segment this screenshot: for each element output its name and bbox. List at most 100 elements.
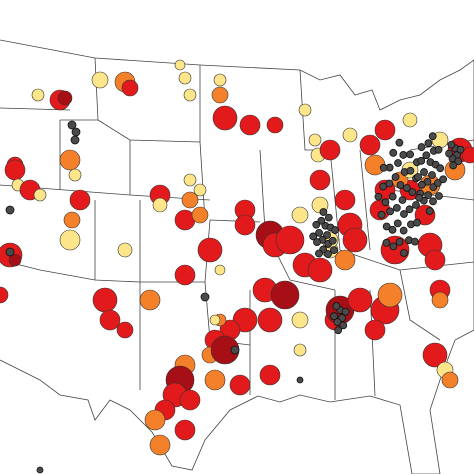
- site-dot: [428, 171, 436, 179]
- site-dot: [445, 149, 453, 158]
- site-dot: [428, 132, 437, 141]
- site-dot: [394, 159, 402, 167]
- site-circle: [204, 369, 226, 391]
- site-dot: [313, 238, 321, 246]
- site-circle: [8, 253, 22, 267]
- site-circle: [212, 105, 238, 131]
- site-dot: [385, 179, 394, 188]
- site-dot: [412, 201, 420, 209]
- site-circle: [211, 86, 229, 104]
- site-dot: [417, 143, 426, 151]
- site-dot: [382, 238, 391, 247]
- site-circle: [347, 287, 373, 313]
- site-dot: [392, 203, 401, 212]
- site-circle: [117, 242, 133, 258]
- site-circle: [298, 103, 312, 117]
- site-dot: [406, 166, 415, 175]
- site-circle: [308, 133, 322, 147]
- site-dot: [309, 232, 318, 241]
- site-dot: [449, 161, 458, 170]
- site-circle: [214, 264, 226, 276]
- site-circle: [116, 321, 134, 339]
- site-circle: [174, 264, 196, 286]
- site-dot: [379, 182, 388, 191]
- site-circle: [68, 168, 82, 182]
- site-circle: [91, 71, 109, 89]
- site-circle: [229, 374, 251, 396]
- site-circle: [92, 287, 118, 313]
- site-circle: [291, 311, 309, 329]
- site-dot: [395, 138, 404, 147]
- site-circle: [293, 343, 307, 357]
- site-dot: [334, 326, 343, 335]
- site-dot: [396, 181, 405, 189]
- site-dot: [415, 193, 423, 202]
- site-dot: [5, 205, 15, 215]
- site-circle: [31, 88, 45, 102]
- site-dot: [328, 236, 337, 245]
- site-dot: [417, 156, 426, 165]
- site-circle: [121, 79, 139, 97]
- site-dot: [417, 180, 426, 189]
- site-circle: [183, 173, 197, 187]
- site-dot: [408, 188, 417, 196]
- site-circle: [234, 214, 256, 236]
- site-circle: [334, 189, 356, 211]
- site-dot: [399, 226, 408, 235]
- site-circle: [422, 342, 448, 368]
- site-dot: [388, 225, 397, 234]
- site-circle: [59, 149, 81, 171]
- site-dot: [71, 127, 81, 137]
- site-circle: [270, 280, 300, 310]
- site-dot: [323, 231, 331, 239]
- site-dot: [433, 179, 442, 187]
- site-dot: [339, 321, 348, 330]
- site-dot: [436, 164, 445, 173]
- site-circle: [139, 289, 161, 311]
- site-dot: [332, 302, 341, 310]
- site-dot: [398, 196, 407, 204]
- site-circle: [144, 409, 166, 431]
- site-circle: [377, 282, 403, 308]
- site-dot: [389, 242, 398, 251]
- site-circle: [334, 249, 356, 271]
- site-dot: [70, 135, 80, 145]
- site-dot: [315, 228, 323, 237]
- site-circle: [183, 88, 197, 102]
- site-dot: [377, 210, 386, 219]
- site-dot: [422, 151, 431, 160]
- site-dot: [402, 184, 411, 192]
- site-circle: [99, 309, 121, 331]
- site-dot: [386, 207, 395, 216]
- site-circle: [364, 319, 386, 341]
- site-circle: [152, 197, 168, 213]
- site-circle: [461, 146, 474, 164]
- site-dot: [439, 175, 448, 184]
- site-circle: [149, 434, 171, 456]
- site-circle: [209, 314, 221, 326]
- site-dot: [319, 208, 328, 216]
- site-circle: [0, 286, 9, 304]
- site-circle: [424, 249, 446, 271]
- site-circle: [197, 237, 223, 263]
- site-dot: [413, 218, 421, 227]
- site-dot: [388, 192, 397, 201]
- site-dot: [435, 192, 443, 200]
- site-dot: [424, 191, 433, 200]
- site-dot: [389, 148, 398, 157]
- site-circle: [257, 307, 283, 333]
- site-circle: [174, 59, 186, 71]
- site-circle: [275, 225, 305, 255]
- site-circle: [441, 371, 459, 389]
- site-dot: [393, 219, 402, 228]
- site-dot: [312, 220, 321, 229]
- site-circle: [266, 116, 284, 134]
- site-dot: [330, 312, 338, 321]
- site-circle: [342, 127, 358, 143]
- site-circle: [307, 257, 333, 283]
- site-dot: [315, 249, 323, 258]
- site-dot: [381, 198, 390, 207]
- site-dot: [447, 140, 456, 149]
